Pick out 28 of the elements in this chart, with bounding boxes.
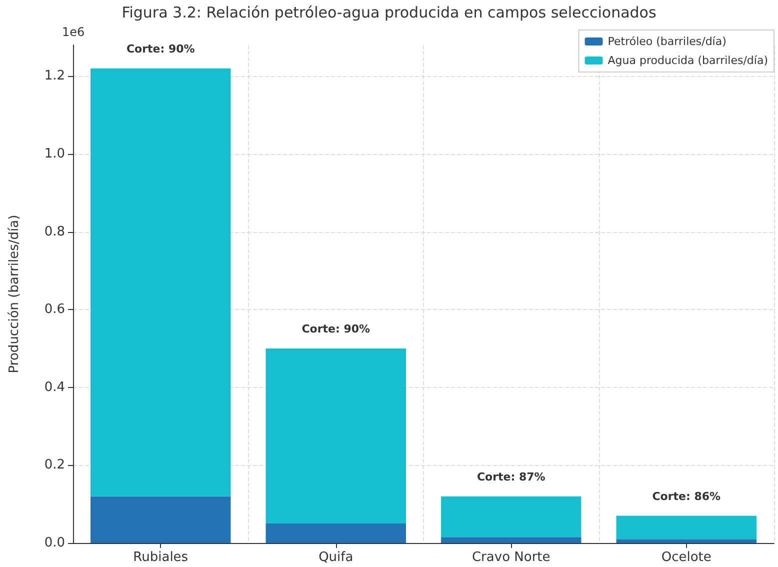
annotation: Corte: 90% xyxy=(126,42,195,56)
y-tick-label: 0.4 xyxy=(44,380,65,395)
y-tick-label: 0.6 xyxy=(44,302,65,318)
bar xyxy=(616,539,756,543)
y-axis-title: Producción (barriles/día) xyxy=(7,214,22,374)
y-tick-label: 1.2 xyxy=(44,68,65,84)
bar xyxy=(441,537,582,543)
text: 1e6 xyxy=(62,25,85,39)
y-tick-label: 0.2 xyxy=(44,458,65,473)
bar xyxy=(266,348,406,524)
annotation: Corte: 87% xyxy=(476,470,546,484)
legend-label: Agua producida (barriles/día) xyxy=(608,54,768,67)
bar xyxy=(90,496,231,543)
chart-title: Figura 3.2: Relación petróleo-agua producida en campos seleccionados xyxy=(122,4,656,22)
annotation: Corte: 90% xyxy=(302,322,370,336)
bar xyxy=(90,68,231,496)
y-tick-label: 0.8 xyxy=(44,224,65,240)
legend-label: Petróleo (barriles/día) xyxy=(608,35,726,48)
y-tick-label: 0.0 xyxy=(44,536,65,550)
annotation: Corte: 86% xyxy=(652,490,721,503)
y-tick-label: 1.0 xyxy=(44,146,65,162)
x-tick-label: Cravo Norte xyxy=(472,550,550,565)
x-tick-label: Quifa xyxy=(318,550,354,565)
bar xyxy=(441,496,582,538)
bar xyxy=(266,524,406,543)
bar xyxy=(616,516,756,540)
x-tick-label: Rubiales xyxy=(133,550,188,565)
x-tick-label: Ocelote xyxy=(661,550,712,565)
